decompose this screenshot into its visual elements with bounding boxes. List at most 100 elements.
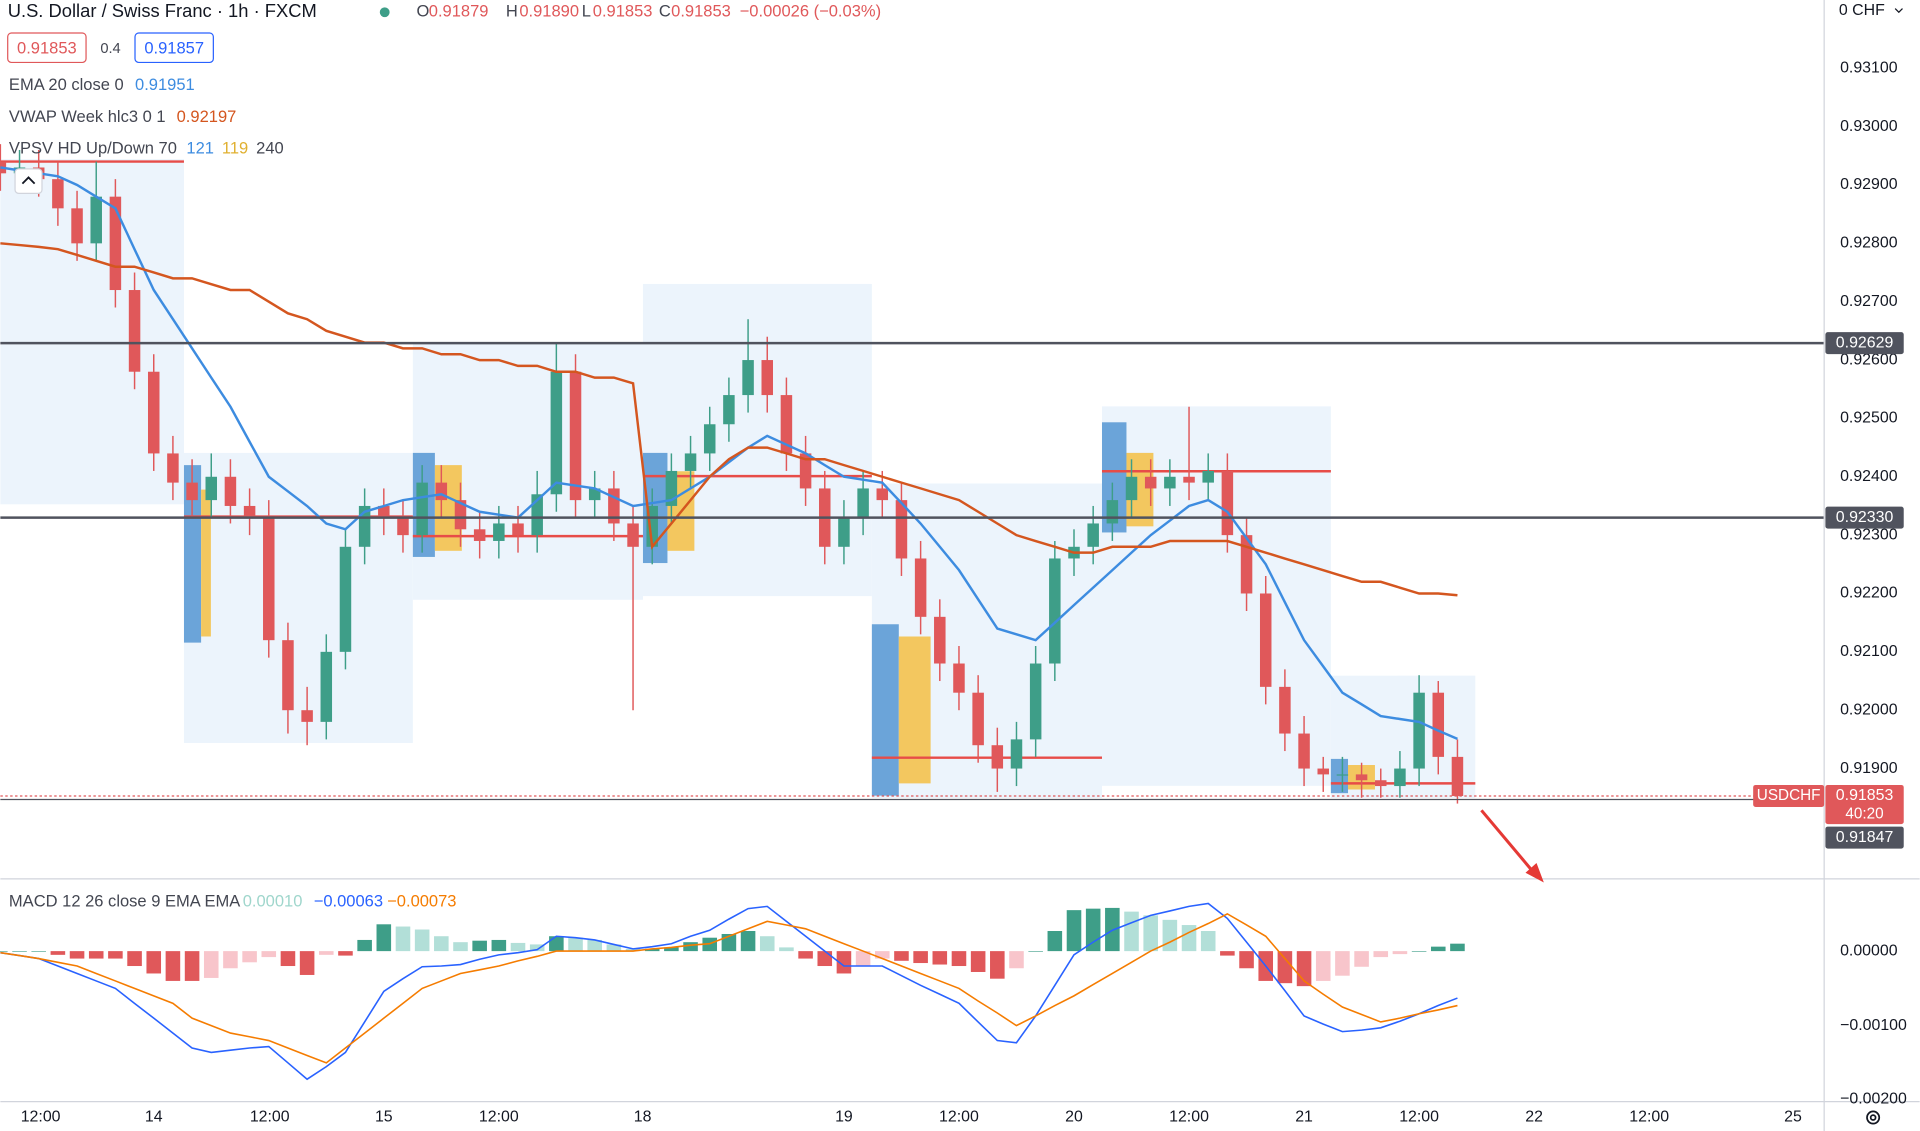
ohlc-key: C [659, 2, 671, 21]
x-tick-label: 20 [1065, 1109, 1083, 1126]
histogram-bar [1066, 910, 1082, 952]
currency-chevron[interactable] [1894, 8, 1903, 14]
candle-body [1317, 768, 1329, 775]
histogram-bar [1162, 919, 1178, 952]
candle-body [205, 476, 218, 501]
histogram-bar [798, 951, 813, 959]
y-tick-label: 0.92500 [1840, 410, 1898, 427]
candle-body [1259, 593, 1272, 687]
histogram-bar [529, 944, 545, 952]
histogram-bar [1411, 951, 1427, 952]
histogram-bar [491, 939, 507, 952]
currency[interactable]: 0 CHF [1839, 2, 1885, 19]
candle-body [186, 482, 198, 501]
candle-body [1394, 768, 1406, 787]
histogram-bar [587, 939, 602, 952]
plot [0, 144, 1825, 1081]
histogram-bar [874, 951, 890, 959]
collapse-icon[interactable] [21, 176, 36, 185]
candle-body [723, 395, 735, 425]
histogram-bar [299, 951, 315, 975]
collapse-button[interactable] [14, 168, 43, 195]
candle-body [1375, 780, 1387, 787]
candle-body [90, 196, 102, 244]
histogram-bar [990, 951, 1005, 979]
candle-body [780, 395, 793, 454]
sell-button[interactable] [7, 32, 87, 64]
histogram-bar [1430, 946, 1446, 952]
candle-body [493, 523, 505, 541]
settings-icon[interactable] [1866, 1110, 1881, 1125]
histogram-bar [855, 951, 871, 967]
histogram-bar [817, 951, 833, 967]
histogram-bar [127, 951, 142, 967]
y-tick-label: −0.00200 [1840, 1090, 1907, 1107]
histogram-bar [1335, 951, 1350, 976]
candle-body [531, 494, 543, 536]
last-price-label: 0.91853 [1836, 787, 1894, 804]
candle-body [397, 517, 409, 536]
histogram-bar [31, 951, 46, 952]
level-label: 0.92629 [1836, 334, 1894, 351]
y-tick-label: 0.92700 [1840, 293, 1898, 310]
histogram-bar [606, 944, 622, 952]
candle-body [627, 523, 639, 547]
histogram-bar [1354, 951, 1369, 967]
histogram-bar [568, 937, 583, 952]
y-tick-label: 0.93100 [1840, 59, 1898, 76]
histogram-bar [261, 951, 277, 958]
histogram-bar [644, 948, 660, 952]
candle-body [550, 371, 563, 495]
buy-price[interactable]: 0.91857 [144, 38, 204, 57]
histogram-bar [280, 951, 296, 967]
candle-body [991, 745, 1004, 769]
indicator-line [0, 242, 1458, 597]
candle-body [1010, 739, 1023, 769]
candle-body [1125, 476, 1138, 501]
histogram-bar [1392, 951, 1408, 955]
level-label-box [1825, 506, 1904, 529]
histogram-bar [740, 931, 756, 952]
candle-body [512, 523, 524, 536]
candle-body [1221, 470, 1234, 536]
y-tick-label: 0.92600 [1840, 351, 1898, 368]
candle-body [1049, 558, 1061, 664]
sell-price[interactable]: 0.91853 [17, 38, 77, 57]
histogram-bar [1124, 911, 1139, 952]
histogram-bar [338, 951, 353, 956]
candle-body [876, 488, 889, 501]
candle-body [1336, 774, 1349, 776]
candle-body [1202, 470, 1214, 483]
y-tick-label: 0.92300 [1840, 526, 1898, 543]
histogram-bar [1450, 943, 1465, 952]
candle-body [838, 517, 850, 547]
x-tick-label: 21 [1295, 1109, 1313, 1126]
x-tick-label: 12:00 [21, 1109, 61, 1126]
symbol-title: U.S. Dollar / Swiss Franc · 1h · FXCM [8, 0, 317, 21]
ohlc-value: 0.91853 [593, 2, 653, 21]
buy-button[interactable] [134, 32, 214, 64]
ohlc-value: 0.91879 [429, 2, 489, 21]
bid-label: 0.91847 [1836, 829, 1894, 846]
level-label-box [1825, 332, 1904, 355]
candle-body [1106, 500, 1119, 524]
candle-body [109, 196, 122, 291]
candle-body [358, 505, 371, 547]
histogram-bar [357, 939, 372, 952]
histogram-bar [1277, 951, 1293, 984]
histogram-bar [1315, 951, 1331, 981]
candle-body [703, 424, 716, 454]
price-axis [1824, 0, 1920, 1131]
legend-value: −0.00073 [387, 891, 456, 910]
histogram-bar [1009, 951, 1024, 969]
histogram-bar [203, 951, 219, 978]
candle-body [1240, 535, 1253, 594]
y-tick-label: 0.92000 [1840, 701, 1898, 718]
candle-body [52, 179, 64, 209]
histogram-bar [50, 951, 66, 955]
candle-body [1413, 692, 1425, 769]
candle-body [1164, 476, 1176, 489]
candle-body [1298, 733, 1310, 769]
candle-body [128, 290, 141, 372]
candle-body [71, 208, 83, 244]
